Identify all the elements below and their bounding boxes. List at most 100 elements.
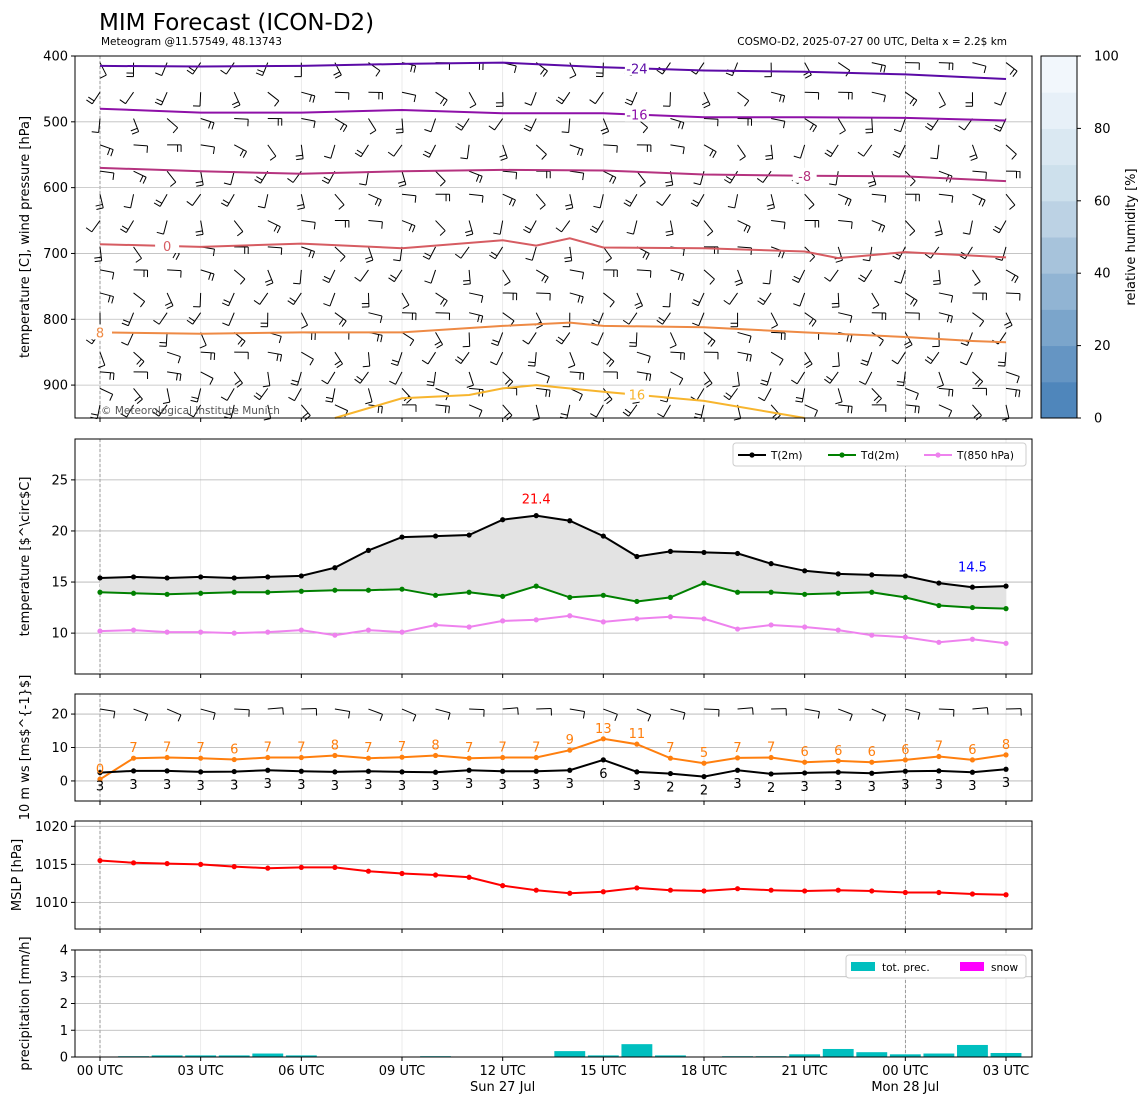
wind-barb	[226, 388, 235, 401]
wind-barb	[737, 246, 752, 249]
wind-barb	[938, 312, 953, 317]
wind-barb	[1005, 312, 1013, 326]
td2m-point	[869, 589, 875, 595]
gust-line	[99, 737, 1007, 781]
wind-barb	[871, 62, 886, 67]
wind-barb	[267, 220, 281, 228]
wind-barb	[863, 269, 873, 282]
wind-barb-flag	[279, 354, 283, 362]
wind-barb-flag	[766, 203, 774, 207]
wind-barb-flag	[860, 362, 868, 366]
td2m-point	[432, 592, 439, 598]
wind-barb	[1005, 269, 1019, 278]
mean-wind-point	[802, 770, 808, 776]
td2m-point	[399, 586, 405, 592]
wind-barb	[804, 404, 818, 411]
wind-barb	[297, 371, 302, 386]
surface-wind-barb	[603, 708, 618, 715]
wind-barb-flag	[557, 96, 565, 102]
wind-barb-flag	[909, 180, 916, 187]
wind-barb-flag	[580, 296, 584, 304]
time-tick-label: 03 UTC	[983, 1064, 1029, 1079]
wind-barb-flag	[844, 198, 849, 205]
td2m-point	[198, 590, 204, 596]
wind-barb-flag	[884, 195, 887, 203]
wind-barb-flag	[835, 401, 843, 405]
wind-barb-flag	[932, 279, 941, 282]
wind-barb-flag	[528, 361, 536, 364]
mslp-point	[432, 872, 439, 878]
wind-barb-flag	[465, 230, 473, 234]
wind-barb	[728, 388, 738, 401]
wind-barb	[468, 404, 483, 411]
t850-point	[198, 629, 204, 635]
wind-barb-flag	[139, 175, 144, 183]
legend-marker	[935, 452, 941, 458]
td2m-point	[734, 589, 741, 595]
gust-point	[198, 755, 204, 761]
wind-barb-flag	[390, 362, 398, 366]
wind-barb-flag	[839, 130, 846, 135]
wind-barb-flag	[582, 173, 585, 181]
colorbar-segment	[1041, 345, 1077, 383]
precip-bar	[185, 1055, 217, 1057]
wind-barb	[871, 388, 882, 399]
date-label: Mon 28 Jul	[871, 1080, 939, 1095]
mean-wind-label: 2	[700, 784, 708, 799]
wind-barb-flag	[626, 231, 634, 235]
wind-barb	[133, 351, 145, 362]
wind-barb	[200, 118, 215, 124]
wind-barb	[397, 352, 403, 366]
wind-barb	[897, 351, 906, 365]
wind-barb	[228, 292, 235, 306]
panel-frame	[74, 55, 1033, 419]
wind-barb-flag	[454, 253, 462, 259]
wind-barb-flag	[779, 94, 782, 102]
wind-barb	[636, 371, 651, 375]
wind-barb-flag	[297, 207, 305, 210]
wind-barb	[1000, 92, 1007, 106]
wind-barb	[126, 404, 134, 418]
wind-barb-flag	[517, 707, 519, 715]
wind-barb-flag	[447, 712, 451, 720]
wind-barb-flag	[406, 398, 412, 404]
wind-barb-flag	[581, 272, 585, 280]
t2m-point	[231, 575, 237, 581]
wind-barb-flag	[234, 379, 241, 385]
wind-barb	[497, 332, 504, 346]
surface-wind-barb	[838, 708, 853, 715]
wind-barb-flag	[727, 206, 735, 209]
wind-barb-flag	[881, 225, 886, 233]
wind-barb	[569, 144, 584, 150]
wind-barb-flag	[422, 153, 430, 158]
wind-barb-flag	[1014, 276, 1019, 284]
wind-barb-flag	[849, 335, 853, 343]
mslp-point	[466, 874, 472, 880]
wind-barb	[334, 193, 345, 206]
wind-barb-flag	[657, 413, 664, 418]
wind-barb-flag	[979, 320, 985, 327]
wind-barb	[1005, 62, 1018, 72]
time-tick-label: 18 UTC	[681, 1064, 727, 1079]
wind-barb	[159, 193, 168, 207]
surface-wind-barb	[636, 708, 651, 716]
wind-barb	[401, 91, 416, 96]
wind-barb-flag	[791, 379, 798, 385]
wind-barb	[435, 170, 446, 182]
wind-barb-flag	[959, 361, 967, 366]
y-tick-label: 400	[43, 50, 68, 65]
wind-barb	[569, 170, 584, 174]
wind-barb	[1005, 387, 1020, 391]
wind-barb-flag	[321, 179, 329, 184]
wind-barb-flag	[287, 300, 294, 305]
wind-barb	[696, 388, 705, 401]
wind-barb-flag	[379, 315, 383, 323]
surface-wind-barb	[200, 708, 216, 714]
wind-barb	[430, 269, 437, 284]
mslp-point	[567, 890, 573, 896]
wind-barb	[865, 371, 873, 385]
wind-barb-flag	[422, 255, 430, 260]
wind-barb-flag	[564, 260, 572, 263]
wind-barb	[300, 312, 309, 326]
wind-barb-flag	[977, 381, 984, 387]
